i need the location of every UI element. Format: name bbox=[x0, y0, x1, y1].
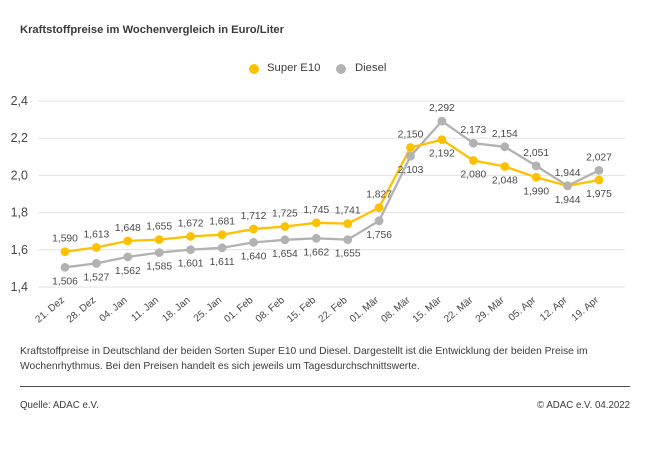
svg-text:1,6: 1,6 bbox=[11, 243, 28, 257]
svg-text:2,154: 2,154 bbox=[492, 129, 518, 140]
svg-text:08. Feb: 08. Feb bbox=[254, 295, 287, 326]
svg-text:2,0: 2,0 bbox=[11, 168, 28, 182]
svg-text:1,654: 1,654 bbox=[272, 249, 298, 260]
svg-text:22. Mär: 22. Mär bbox=[442, 294, 476, 325]
svg-text:1,640: 1,640 bbox=[241, 251, 267, 262]
svg-text:2,150: 2,150 bbox=[398, 130, 424, 141]
svg-text:2,292: 2,292 bbox=[429, 103, 455, 114]
svg-text:15. Feb: 15. Feb bbox=[285, 295, 318, 326]
svg-text:1,712: 1,712 bbox=[241, 211, 267, 222]
svg-text:15. Mär: 15. Mär bbox=[411, 294, 445, 325]
svg-text:1,672: 1,672 bbox=[178, 218, 204, 229]
svg-text:2,4: 2,4 bbox=[11, 94, 28, 108]
svg-text:11. Jan: 11. Jan bbox=[129, 295, 161, 324]
svg-text:1,756: 1,756 bbox=[366, 230, 392, 241]
svg-text:04. Jan: 04. Jan bbox=[98, 295, 130, 325]
svg-text:1,655: 1,655 bbox=[335, 249, 361, 260]
svg-text:21. Dez: 21. Dez bbox=[33, 295, 66, 326]
svg-text:2,173: 2,173 bbox=[461, 125, 487, 136]
svg-text:1,725: 1,725 bbox=[272, 209, 298, 220]
svg-text:29. Mär: 29. Mär bbox=[474, 294, 508, 325]
svg-text:2,192: 2,192 bbox=[429, 149, 455, 160]
svg-text:1,527: 1,527 bbox=[84, 272, 110, 283]
svg-text:1,8: 1,8 bbox=[11, 206, 28, 220]
svg-text:1,741: 1,741 bbox=[335, 206, 361, 217]
svg-text:28. Dez: 28. Dez bbox=[65, 295, 98, 326]
svg-text:01. Feb: 01. Feb bbox=[222, 295, 255, 326]
svg-text:1,975: 1,975 bbox=[586, 189, 612, 200]
svg-text:01. Mär: 01. Mär bbox=[348, 294, 382, 325]
svg-text:2,027: 2,027 bbox=[586, 152, 612, 163]
svg-text:05. Apr: 05. Apr bbox=[507, 294, 539, 323]
svg-text:1,681: 1,681 bbox=[209, 217, 235, 228]
svg-text:1,655: 1,655 bbox=[146, 222, 172, 233]
svg-text:2,103: 2,103 bbox=[398, 165, 424, 176]
svg-text:1,506: 1,506 bbox=[52, 276, 78, 287]
svg-text:1,745: 1,745 bbox=[303, 205, 329, 216]
svg-text:2,048: 2,048 bbox=[492, 176, 518, 187]
svg-text:1,585: 1,585 bbox=[146, 262, 172, 273]
svg-text:18. Jan: 18. Jan bbox=[160, 295, 192, 325]
svg-text:08. Mär: 08. Mär bbox=[379, 294, 413, 325]
svg-text:1,613: 1,613 bbox=[84, 229, 110, 240]
svg-text:22. Feb: 22. Feb bbox=[317, 295, 350, 326]
svg-text:2,080: 2,080 bbox=[461, 170, 487, 181]
svg-text:19. Apr: 19. Apr bbox=[570, 294, 602, 323]
svg-text:1,601: 1,601 bbox=[178, 259, 204, 270]
svg-text:1,990: 1,990 bbox=[523, 186, 549, 197]
svg-text:1,827: 1,827 bbox=[366, 190, 392, 201]
svg-text:1,662: 1,662 bbox=[303, 247, 329, 258]
svg-text:2,051: 2,051 bbox=[523, 148, 549, 159]
svg-text:1,4: 1,4 bbox=[11, 280, 28, 294]
svg-text:2,2: 2,2 bbox=[11, 131, 28, 145]
svg-text:1,590: 1,590 bbox=[52, 234, 78, 245]
svg-text:25. Jan: 25. Jan bbox=[192, 295, 224, 325]
svg-text:1,562: 1,562 bbox=[115, 266, 141, 277]
svg-text:1,944: 1,944 bbox=[555, 195, 581, 206]
svg-text:1,611: 1,611 bbox=[210, 257, 235, 268]
svg-text:1,944: 1,944 bbox=[555, 168, 581, 179]
svg-text:12. Apr: 12. Apr bbox=[538, 294, 570, 323]
svg-text:1,648: 1,648 bbox=[115, 223, 141, 234]
